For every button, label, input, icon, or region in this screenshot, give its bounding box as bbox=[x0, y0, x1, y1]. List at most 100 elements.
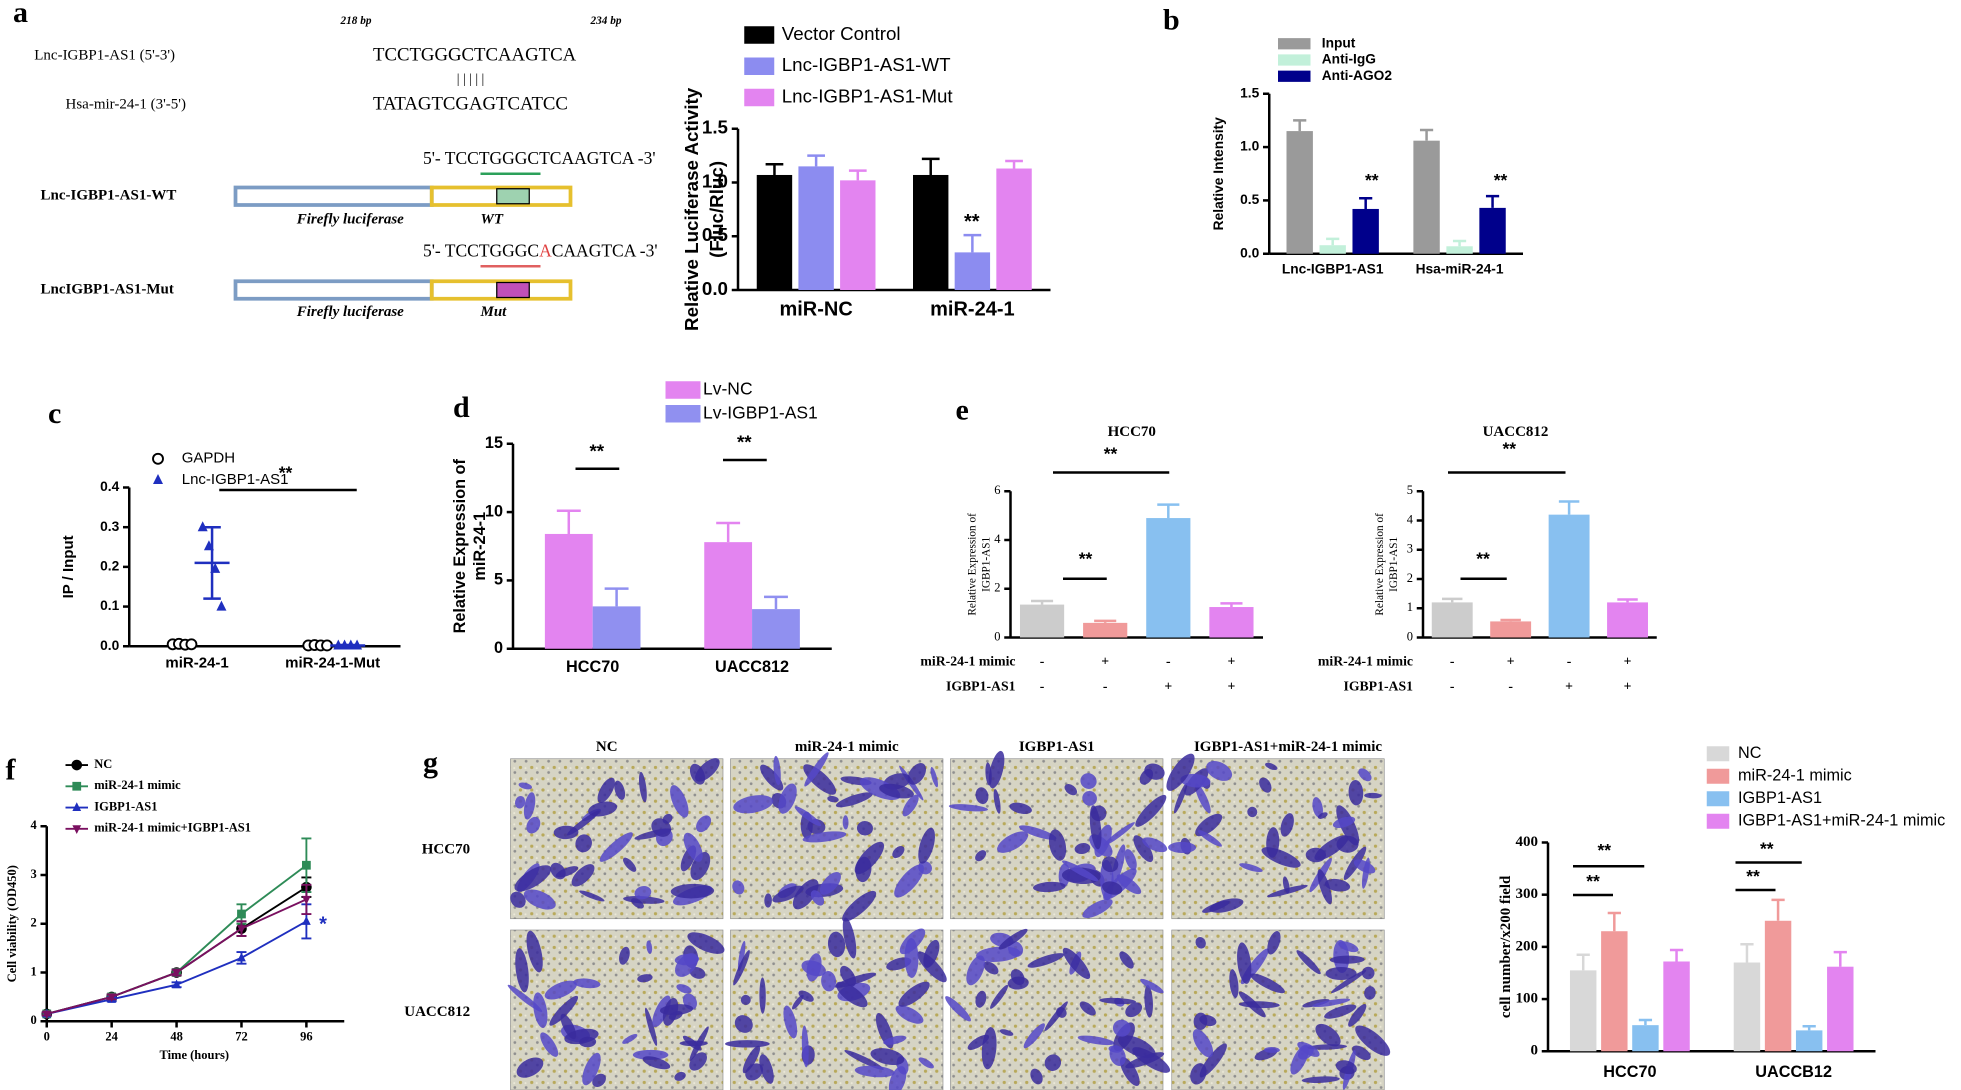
panel-label: c bbox=[48, 397, 61, 430]
bar bbox=[1569, 970, 1597, 1052]
utr-box bbox=[429, 185, 573, 207]
y-axis-title: IGBP1-AS1 bbox=[1388, 537, 1400, 592]
x-tick-label: miR-24-1-Mut bbox=[285, 655, 380, 672]
cell-blob bbox=[1355, 1025, 1391, 1056]
cell-blob bbox=[1119, 951, 1134, 969]
cell-blob bbox=[1239, 863, 1263, 873]
bar bbox=[1764, 920, 1792, 1052]
bar bbox=[1795, 1030, 1823, 1052]
x-tick-label: Hsa-miR-24-1 bbox=[1416, 262, 1504, 277]
series-line bbox=[46, 864, 307, 1015]
cell-blob bbox=[564, 1028, 599, 1045]
cell-blob bbox=[1007, 976, 1029, 990]
cell-blob bbox=[1125, 1002, 1143, 1018]
pairing: | | | | | bbox=[457, 71, 485, 86]
error-bar bbox=[1419, 128, 1434, 141]
cell-blob bbox=[1296, 950, 1321, 975]
y-tick-label: 0.4 bbox=[100, 479, 119, 494]
y-tick-label: 1.0 bbox=[1240, 139, 1259, 154]
bar bbox=[704, 542, 753, 649]
condition-mark: + bbox=[1565, 679, 1573, 694]
cell-blob bbox=[819, 871, 841, 895]
error-bar bbox=[716, 521, 741, 543]
cell-blob bbox=[1144, 985, 1153, 1018]
cell-blob bbox=[1180, 773, 1211, 788]
cell-blob bbox=[622, 1033, 638, 1044]
cell-blob bbox=[742, 1045, 761, 1074]
bar bbox=[1286, 131, 1313, 254]
error-bar bbox=[1094, 619, 1117, 623]
cell-blob bbox=[883, 1035, 907, 1045]
y-tick-label: 300 bbox=[1516, 886, 1539, 902]
cell-blob bbox=[1315, 1023, 1341, 1047]
cell-blob bbox=[695, 758, 720, 782]
marker bbox=[302, 860, 311, 870]
condition-mark: - bbox=[1103, 679, 1108, 694]
cell-blob bbox=[842, 890, 877, 922]
cell-blob bbox=[614, 780, 626, 800]
cell-blob bbox=[1190, 1063, 1207, 1085]
marker bbox=[302, 916, 311, 925]
cell-blob bbox=[737, 940, 746, 972]
y-tick-label: 1.5 bbox=[1240, 85, 1259, 100]
cell-blob bbox=[1330, 970, 1367, 994]
cell-blob bbox=[1361, 857, 1370, 889]
cell-blob bbox=[1007, 941, 1024, 957]
x-tick-label: 72 bbox=[235, 1029, 248, 1043]
y-tick-label: 10 bbox=[485, 502, 503, 520]
bar bbox=[954, 252, 991, 290]
cell-blob bbox=[804, 752, 829, 787]
legend-label: Vector Control bbox=[782, 23, 901, 44]
legend-label: Lv-IGBP1-AS1 bbox=[703, 402, 818, 422]
error-bar bbox=[1669, 948, 1684, 962]
cell-blob bbox=[632, 1049, 669, 1060]
cell-blob bbox=[975, 990, 987, 1008]
x-tick-label: miR-24-1 bbox=[165, 655, 228, 672]
cell-blob bbox=[549, 995, 579, 1026]
bar bbox=[1431, 602, 1473, 638]
bar bbox=[840, 180, 876, 290]
cell-blob bbox=[1338, 941, 1359, 953]
legend-swatch bbox=[1706, 746, 1730, 762]
cell-blob bbox=[827, 795, 839, 803]
y-tick-label: 3 bbox=[31, 867, 37, 881]
cell-blob bbox=[1238, 991, 1266, 1018]
series-line bbox=[46, 898, 307, 1015]
panel-label: d bbox=[453, 391, 470, 424]
cell-blob bbox=[1030, 1068, 1043, 1085]
cell-blob bbox=[676, 984, 692, 994]
cell-blob bbox=[895, 1005, 924, 1024]
legend-swatch bbox=[1278, 70, 1311, 82]
cell-blob bbox=[646, 940, 653, 954]
cell-blob bbox=[948, 804, 989, 812]
cell-blob bbox=[732, 880, 745, 895]
condition-mark: + bbox=[1507, 654, 1515, 669]
cell-blob bbox=[1142, 837, 1168, 853]
bar bbox=[1352, 208, 1379, 254]
site-label: Mut bbox=[480, 304, 508, 320]
cell-blob bbox=[553, 825, 579, 840]
legend-swatch bbox=[744, 88, 775, 107]
y-tick-label: 0 bbox=[1531, 1043, 1539, 1059]
cell-blob bbox=[571, 864, 595, 887]
cell-blob bbox=[794, 806, 822, 827]
cell-blob bbox=[1250, 973, 1285, 994]
cell-blob bbox=[1259, 777, 1272, 793]
cell-blob bbox=[670, 883, 715, 899]
y-axis-title: Relative Expression of bbox=[967, 513, 979, 616]
panel-label: g bbox=[423, 746, 438, 779]
error-bar bbox=[848, 169, 867, 181]
bar bbox=[1733, 962, 1761, 1052]
cell-blob bbox=[1193, 1012, 1208, 1031]
cell-blob bbox=[523, 792, 536, 820]
panel-a-diagram: 218 bp 234 bp Lnc-IGBP1-AS1 (5'-3') TCCT… bbox=[34, 15, 657, 320]
annotation: * bbox=[319, 913, 327, 935]
cell-blob bbox=[1348, 1004, 1367, 1027]
condition-mark: - bbox=[1450, 679, 1455, 694]
cell-blob bbox=[1302, 998, 1330, 1008]
cell-blob bbox=[918, 1057, 934, 1069]
marker bbox=[172, 969, 181, 978]
bar bbox=[1019, 604, 1065, 638]
row-label: HCC70 bbox=[422, 841, 470, 857]
legend-swatch bbox=[1278, 54, 1311, 66]
